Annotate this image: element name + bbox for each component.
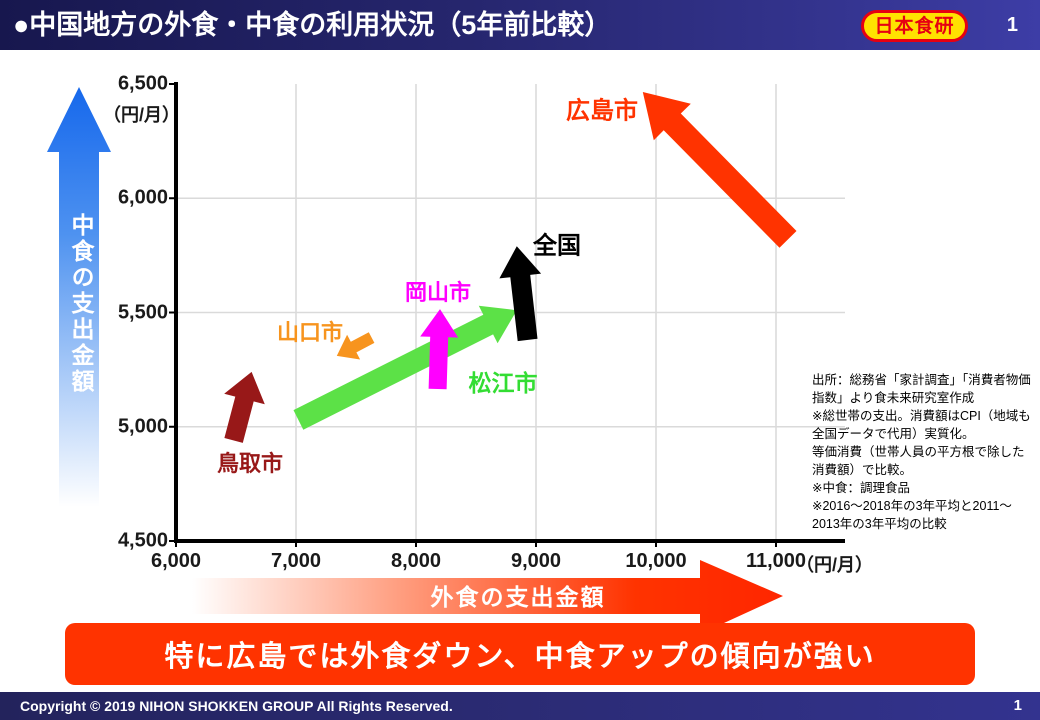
copyright-text: Copyright © 2019 NIHON SHOKKEN GROUP All… [20, 698, 453, 714]
header-page-number: 1 [1006, 14, 1018, 36]
page-title: ●中国地方の外食・中食の利用状況（5年前比較） [13, 10, 612, 40]
city-arrow [224, 371, 265, 443]
source-note: 出所：総務省「家計調査」「消費者物価指数」より食未来研究室作成 ※総世帯の支出。… [812, 373, 1031, 531]
city-label: 松江市 [468, 370, 538, 396]
city-arrow [336, 332, 375, 360]
city-label: 山口市 [276, 320, 344, 345]
axes [169, 82, 845, 547]
usage-scatter-chart [47, 82, 845, 634]
city-arrow [420, 309, 459, 390]
header-bar: ●中国地方の外食・中食の利用状況（5年前比較） 日本食研 1 [0, 0, 1040, 50]
city-label: 全国 [533, 232, 581, 260]
logo-text: 日本食研 [874, 15, 955, 37]
y-axis-arrow [47, 87, 111, 507]
y-axis-unit-label: （円/月） [103, 105, 181, 125]
y-tick-label: 4,500 [117, 529, 168, 552]
x-tick-label: 11,000 [745, 550, 807, 572]
y-tick-label: 5,000 [117, 415, 168, 438]
key-message-text: 特に広島では外食ダウン、中食アップの傾向が強い [164, 641, 876, 673]
city-arrow [642, 92, 797, 248]
key-message-banner: 特に広島では外食ダウン、中食アップの傾向が強い [65, 623, 975, 685]
x-tick-label: 10,000 [625, 550, 687, 572]
y-tick-label: 6,000 [117, 186, 168, 209]
x-tick-label: 7,000 [270, 550, 322, 572]
nihon-shokken-logo: 日本食研 [861, 10, 968, 42]
y-tick-label: 6,500 [117, 72, 168, 95]
footer-page-number: 1 [1013, 697, 1022, 714]
y-tick-label: 5,500 [117, 301, 168, 323]
x-tick-label: 8,000 [390, 550, 442, 572]
x-axis-unit-label: （円/月） [796, 555, 874, 575]
footer-bar: Copyright © 2019 NIHON SHOKKEN GROUP All… [0, 692, 1040, 720]
city-arrow [293, 305, 517, 430]
y-axis-title: 中食の支出金額 [68, 213, 94, 395]
city-label: 岡山市 [404, 280, 472, 305]
city-label: 広島市 [566, 97, 638, 125]
x-tick-label: 9,000 [510, 550, 562, 572]
city-label: 鳥取市 [216, 451, 284, 476]
x-axis-title: 外食の支出金額 [430, 584, 606, 610]
city-arrows [224, 92, 797, 443]
x-axis-arrow [192, 560, 783, 634]
x-tick-label: 6,000 [150, 550, 202, 572]
city-arrow [499, 246, 542, 342]
